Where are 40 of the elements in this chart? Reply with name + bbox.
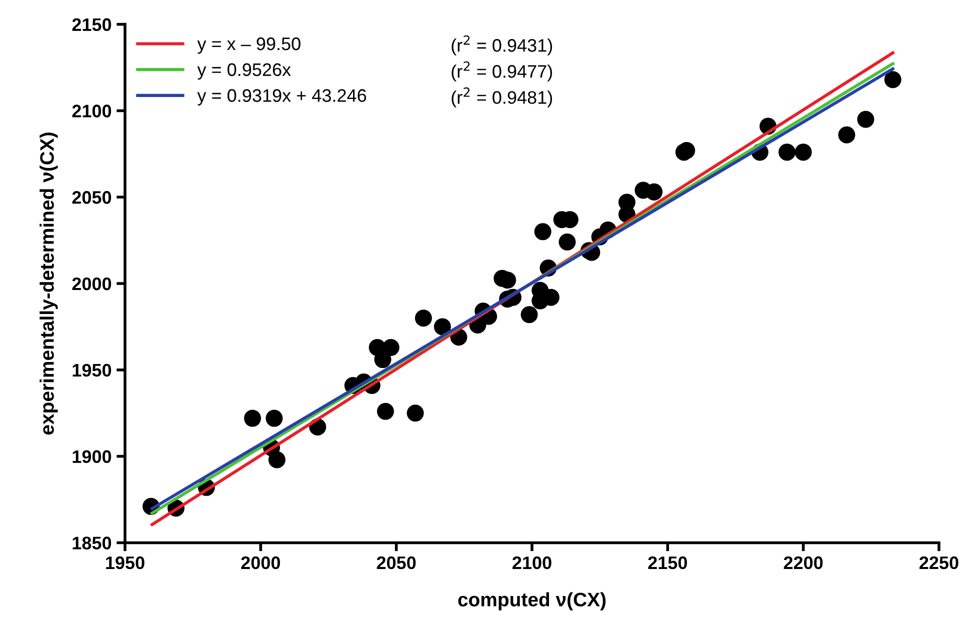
y-tick-label: 2000 — [72, 277, 112, 290]
point — [376, 402, 394, 420]
y-tick-label: 1900 — [72, 450, 112, 464]
point — [268, 451, 286, 468]
x-tick-label: 2000 — [241, 556, 280, 570]
point — [406, 404, 424, 422]
y-tick-label: 1950 — [72, 364, 112, 377]
x-tick-label: 2100 — [512, 556, 552, 570]
annotation: (r$^{2}$ = 0.9431) — [452, 35, 552, 56]
point — [434, 318, 451, 336]
x-tick-label: 2150 — [648, 556, 687, 570]
point — [884, 71, 902, 88]
point — [838, 126, 856, 144]
legend-label: y = 0.9526x — [197, 63, 291, 80]
point — [244, 410, 262, 427]
y-tick-label: 2050 — [72, 191, 112, 204]
y-tick-label: 2150 — [72, 18, 112, 32]
legend-label: y = x – 99.50 — [197, 37, 300, 54]
y-tick-label: 2100 — [72, 104, 112, 118]
x-tick-label: 2250 — [920, 556, 958, 570]
annotation: (r$^{2}$ = 0.9481) — [452, 87, 552, 108]
x-tick-label: 1950 — [106, 556, 144, 570]
point — [558, 234, 576, 251]
point — [794, 144, 812, 161]
y-axis-title: experimentally-determined ν(CX) — [40, 132, 58, 435]
point — [857, 110, 874, 128]
y-tick-label: 1850 — [72, 536, 112, 550]
point — [266, 410, 283, 427]
point — [382, 338, 400, 356]
point — [646, 183, 663, 200]
point — [374, 351, 392, 368]
x-axis-title: computed ν(CX) — [458, 592, 606, 610]
annotation: (r$^{2}$ = 0.9477) — [452, 61, 552, 82]
point — [778, 144, 796, 161]
x-tick-label: 2050 — [376, 556, 416, 570]
x-tick-label: 2200 — [784, 556, 823, 570]
point — [520, 306, 538, 324]
point — [534, 223, 552, 240]
legend-label: y = 0.9319x + 43.246 — [197, 89, 366, 106]
point — [414, 310, 432, 327]
